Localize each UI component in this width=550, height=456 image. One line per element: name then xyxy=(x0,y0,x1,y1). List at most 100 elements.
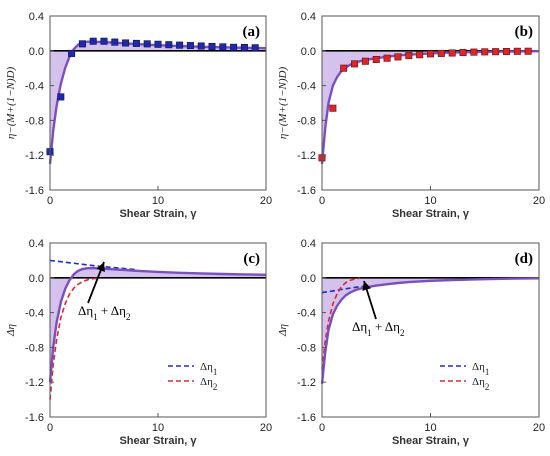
y-tick-label: 0.0 xyxy=(29,46,44,58)
y-tick-label: -1.2 xyxy=(297,150,316,162)
data-point-marker xyxy=(492,48,500,56)
shaded-area xyxy=(322,50,539,164)
data-point-marker xyxy=(165,41,173,49)
data-point-marker xyxy=(208,42,216,50)
x-axis-title: Shear Strain, γ xyxy=(119,435,197,447)
plot-frame xyxy=(321,15,540,191)
data-point-marker xyxy=(219,43,227,51)
data-point-marker xyxy=(186,42,194,50)
data-point-marker xyxy=(89,37,97,45)
x-tick-label: 20 xyxy=(533,422,545,434)
data-point-marker xyxy=(524,47,532,55)
y-tick-label: -1.2 xyxy=(25,377,44,389)
annotation-arrow-head xyxy=(362,281,372,291)
y-tick-label: 0.4 xyxy=(301,238,316,250)
data-point-marker xyxy=(122,39,130,47)
data-point-marker xyxy=(68,49,76,57)
x-tick-label: 0 xyxy=(47,422,53,434)
dashed-series-line xyxy=(321,277,361,370)
y-tick-label: -0.4 xyxy=(297,308,316,320)
y-tick-label: -0.4 xyxy=(25,81,44,93)
fit-curve-line xyxy=(48,40,267,165)
legend-entry: Δη1 xyxy=(200,361,217,377)
x-tick-label: 20 xyxy=(533,195,545,207)
data-point-marker xyxy=(351,60,359,68)
x-tick-label: 0 xyxy=(47,195,53,207)
y-axis-title: Δη xyxy=(5,324,17,337)
data-point-marker xyxy=(383,54,391,62)
data-point-marker xyxy=(361,57,369,65)
dashed-series-line xyxy=(49,259,137,271)
y-tick-label: -0.8 xyxy=(297,342,316,354)
y-tick-label: 0.4 xyxy=(301,11,316,23)
data-point-marker xyxy=(143,40,151,48)
annotation-label: Δη1 + Δη2 xyxy=(352,319,404,338)
panel-d: 0.4 0.0 -0.4 -0.8 -1.2 -1.60 10 20 Shear Strain,… xyxy=(277,238,545,447)
data-point-marker xyxy=(111,38,119,46)
fit-curve-line xyxy=(48,266,267,383)
data-point-marker xyxy=(426,50,434,58)
y-axis-title: Δη xyxy=(277,324,289,337)
data-point-marker xyxy=(481,48,489,56)
y-tick-label: -1.2 xyxy=(297,377,316,389)
y-tick-label: 0.4 xyxy=(29,11,44,23)
y-tick-label: -1.6 xyxy=(25,185,44,197)
y-tick-label: -0.8 xyxy=(25,342,44,354)
data-point-marker xyxy=(459,49,467,57)
x-tick-label: 0 xyxy=(319,422,325,434)
x-tick-label: 0 xyxy=(319,195,325,207)
x-tick-label: 20 xyxy=(260,195,272,207)
data-point-marker xyxy=(197,42,205,50)
panel-a: 0.4 0.0 -0.4 -0.8 -1.2 -1.60 10 20 Shear Strain,… xyxy=(5,11,272,220)
y-tick-label: -0.4 xyxy=(25,308,44,320)
shaded-area xyxy=(322,277,539,384)
fit-curve-line xyxy=(320,50,540,165)
y-tick-label: -0.8 xyxy=(297,115,316,127)
data-point-marker xyxy=(100,37,108,45)
y-tick-label: 0.0 xyxy=(301,273,316,285)
data-point-marker xyxy=(448,49,456,57)
data-point-marker xyxy=(416,51,424,59)
data-point-marker xyxy=(340,64,348,72)
dashed-series-line xyxy=(321,285,366,294)
y-tick-label: -0.4 xyxy=(297,81,316,93)
x-axis-title: Shear Strain, γ xyxy=(119,208,197,220)
panel-label: (c) xyxy=(243,251,260,267)
y-tick-label: 0.0 xyxy=(29,273,44,285)
annotation-arrow-head xyxy=(96,262,105,273)
data-point-marker xyxy=(394,53,402,61)
panel-label: (d) xyxy=(515,251,533,267)
panel-label: (b) xyxy=(515,24,533,40)
y-tick-label: -1.2 xyxy=(25,150,44,162)
panel-label: (a) xyxy=(243,24,261,40)
data-point-marker xyxy=(405,52,413,60)
data-point-marker xyxy=(78,40,86,48)
legend-entry: Δη2 xyxy=(472,376,489,392)
y-axis-title: η−(M+(1−N)D) xyxy=(5,67,17,140)
panel-b: 0.4 0.0 -0.4 -0.8 -1.2 -1.60 10 20 Shear Strain,… xyxy=(277,11,545,220)
y-tick-label: -1.6 xyxy=(297,185,316,197)
data-point-marker xyxy=(251,44,259,52)
data-point-marker xyxy=(176,41,184,49)
panel-c: 0.4 0.0 -0.4 -0.8 -1.2 -1.60 10 20 Shear Strain,… xyxy=(5,238,272,447)
y-tick-label: -0.8 xyxy=(25,115,44,127)
data-point-marker xyxy=(502,47,510,55)
data-point-marker xyxy=(372,55,380,63)
legend-entry: Δη2 xyxy=(200,376,217,392)
shaded-area xyxy=(50,268,266,383)
y-tick-label: -1.6 xyxy=(297,412,316,424)
y-tick-label: 0.0 xyxy=(301,46,316,58)
x-tick-label: 10 xyxy=(152,422,164,434)
data-point-marker xyxy=(154,40,162,48)
x-tick-label: 20 xyxy=(260,422,272,434)
data-point-marker xyxy=(230,43,238,51)
data-point-marker xyxy=(57,93,65,101)
x-tick-label: 10 xyxy=(424,422,436,434)
y-tick-label: -1.6 xyxy=(25,412,44,424)
x-axis-title: Shear Strain, γ xyxy=(392,208,470,220)
data-point-marker xyxy=(329,104,337,112)
data-point-marker xyxy=(132,39,140,47)
data-point-marker xyxy=(240,43,248,51)
data-point-marker xyxy=(513,47,521,55)
